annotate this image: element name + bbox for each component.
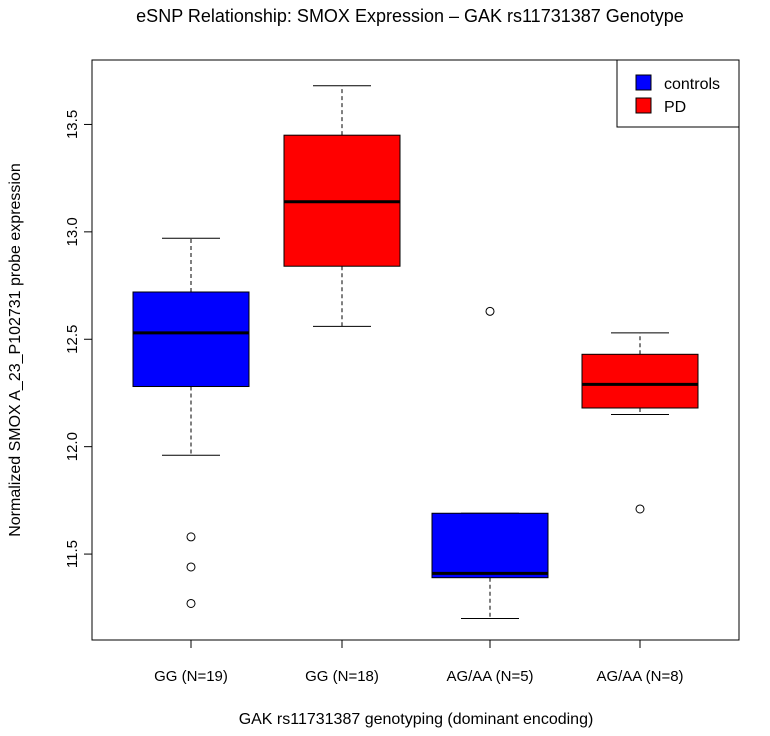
y-tick-label: 12.0 [64,432,81,461]
outlier-point [186,532,196,542]
box-iqr [132,291,250,388]
boxes-layer [132,85,699,620]
x-axis-label: GAK rs11731387 genotyping (dominant enco… [239,711,594,728]
box-iqr [581,353,699,409]
x-tick-label: GG (N=18) [305,668,379,685]
box-PD [283,85,401,327]
y-tick-label: 12.5 [64,325,81,354]
x-axis: GG (N=19) GG (N=18) AG/AA (N=5) AG/AA (N=8) [154,639,684,685]
legend-swatch-controls [635,74,652,91]
box-controls [132,237,250,608]
x-tick-label: AG/AA (N=8) [596,668,683,685]
x-tick-label: AG/AA (N=5) [446,668,533,685]
legend-swatch-pd [635,97,652,114]
box-controls [431,306,549,620]
y-axis: 11.5 12.0 12.5 13.0 13.5 [64,110,93,568]
outlier-point [635,504,645,514]
y-tick-label: 11.5 [64,540,81,568]
legend: controls PD [616,59,740,128]
outlier-point [186,562,196,572]
box-PD [581,332,699,514]
outlier-point [485,306,495,316]
y-axis-label: Normalized SMOX A_23_P102731 probe expre… [7,163,24,537]
box-iqr [431,512,549,579]
y-tick-label: 13.5 [64,110,81,139]
outlier-point [186,598,196,608]
y-tick-label: 13.0 [64,217,81,246]
chart-title: eSNP Relationship: SMOX Expression – GAK… [136,6,684,26]
legend-box [616,59,740,128]
x-tick-label: GG (N=19) [154,668,228,685]
legend-label-pd: PD [664,99,686,116]
legend-label-controls: controls [664,76,720,93]
